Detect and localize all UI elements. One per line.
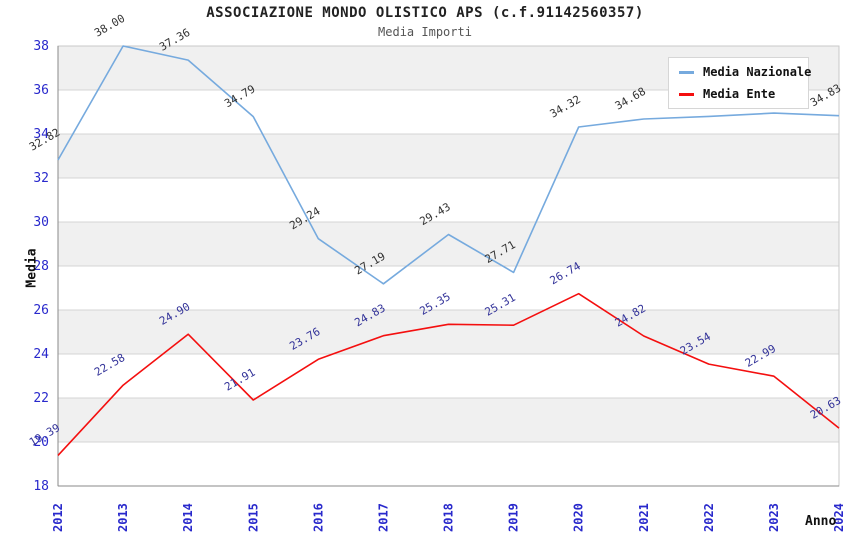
y-tick-label: 20 <box>33 435 49 450</box>
series-line-media-ente <box>57 292 840 456</box>
legend-item-media-nazionale: Media Nazionale <box>679 65 811 79</box>
y-tick-label: 38 <box>33 39 49 54</box>
value-label: 38.00 <box>92 12 127 40</box>
series-line-media-nazionale <box>57 45 840 285</box>
x-tick-label: 2016 <box>311 503 325 532</box>
y-tick-label: 18 <box>33 479 49 494</box>
legend-label-media-ente: Media Ente <box>703 87 776 101</box>
x-tick-label: 2014 <box>181 503 195 532</box>
legend-label-media-nazionale: Media Nazionale <box>703 65 812 79</box>
y-tick-label: 24 <box>33 347 49 362</box>
x-tick-label: 2024 <box>832 503 846 532</box>
plot-band <box>58 134 839 178</box>
legend-item-media-ente: Media Ente <box>679 87 800 101</box>
x-tick-label: 2015 <box>246 503 260 532</box>
y-tick-label: 34 <box>33 127 49 142</box>
x-tick-label: 2018 <box>442 503 456 532</box>
y-tick-label: 32 <box>33 171 49 186</box>
x-tick-label: 2023 <box>767 503 781 532</box>
y-tick-label: 22 <box>33 391 49 406</box>
chart-title: ASSOCIAZIONE MONDO OLISTICO APS (c.f.911… <box>206 5 644 21</box>
x-axis-title: Anno <box>805 514 837 529</box>
y-axis-title: Media <box>24 248 40 288</box>
y-tick-label: 30 <box>33 215 49 230</box>
media-nazionale-line-swatch <box>679 70 694 74</box>
x-tick-label: 2020 <box>572 503 586 532</box>
x-tick-label: 2019 <box>507 503 521 532</box>
x-tick-label: 2012 <box>51 503 65 532</box>
x-tick-label: 2017 <box>376 503 390 532</box>
value-label: 22.58 <box>92 351 127 379</box>
x-tick-label: 2022 <box>702 503 716 532</box>
plot-band <box>58 222 839 266</box>
y-tick-label: 36 <box>33 83 49 98</box>
x-tick-label: 2021 <box>637 503 651 532</box>
value-label: 21.91 <box>222 366 257 394</box>
plot-band <box>58 310 839 354</box>
plot-band <box>58 398 839 442</box>
legend: Media Nazionale Media Ente <box>668 57 811 109</box>
y-tick-label: 26 <box>33 303 49 318</box>
y-tick-label: 28 <box>33 259 49 274</box>
x-tick-label: 2013 <box>116 503 130 532</box>
media-ente-line-swatch <box>679 92 694 96</box>
chart-subtitle: Media Importi <box>378 25 472 39</box>
value-label: 34.32 <box>548 93 583 121</box>
